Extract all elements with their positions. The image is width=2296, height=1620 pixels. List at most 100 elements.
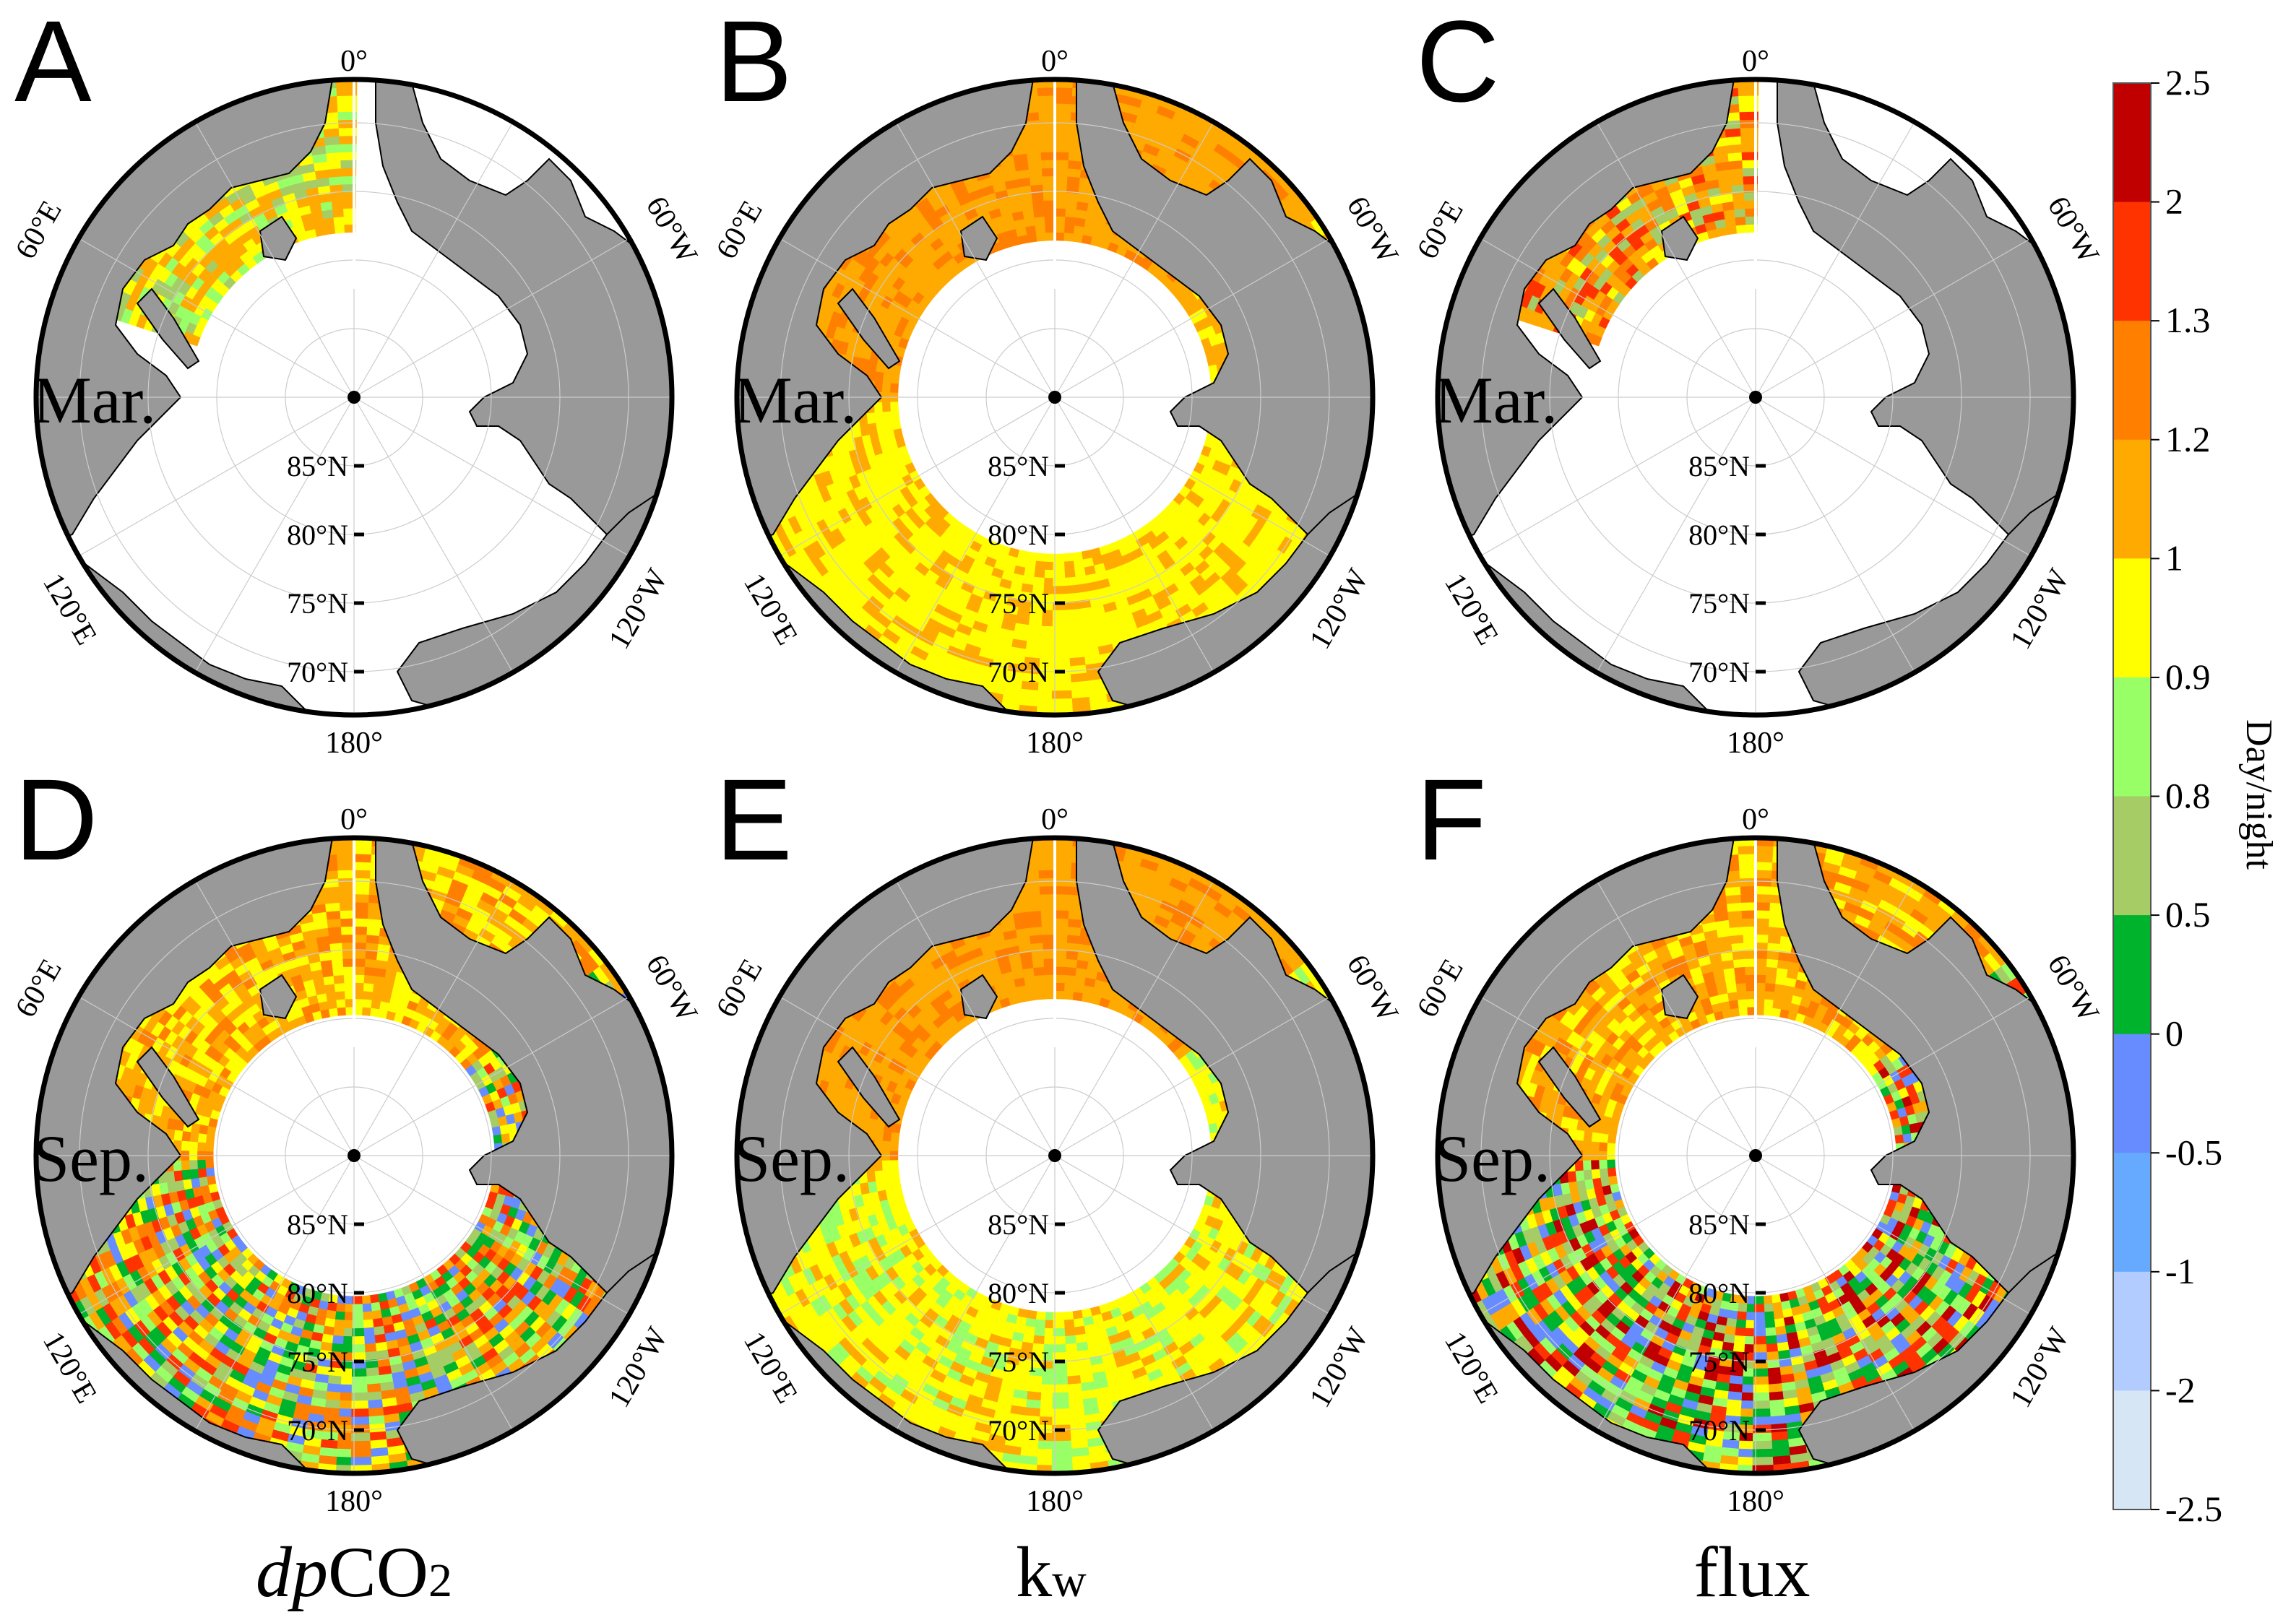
data-cell xyxy=(975,203,991,216)
data-cell xyxy=(1722,201,1736,212)
latitude-label: 80°N xyxy=(988,519,1049,551)
data-cell xyxy=(947,636,967,651)
data-cell xyxy=(867,358,879,372)
data-cell xyxy=(1029,592,1044,602)
data-cell xyxy=(882,371,892,384)
data-cell xyxy=(1055,224,1067,233)
data-cell xyxy=(1732,191,1747,202)
data-cell xyxy=(488,1109,499,1122)
data-cell xyxy=(821,513,838,533)
data-cell xyxy=(1720,193,1735,204)
data-cell xyxy=(1040,135,1058,144)
data-cell xyxy=(1726,144,1745,154)
data-cell xyxy=(815,500,831,520)
data-cell xyxy=(786,532,803,553)
map-frame xyxy=(33,77,675,718)
data-cell xyxy=(829,509,845,529)
data-cell xyxy=(1030,176,1045,186)
data-cell xyxy=(324,225,337,235)
data-cell xyxy=(1084,573,1098,584)
data-cell xyxy=(313,218,327,229)
polar-map-panel-c: 85°N80°N75°N70°N0°180°60°E120°E60°W120°W… xyxy=(1411,0,2105,760)
data-cell xyxy=(1063,576,1076,586)
land-mass xyxy=(259,215,298,261)
data-cell xyxy=(313,160,330,172)
data-cell xyxy=(1008,235,1021,247)
data-cell xyxy=(302,170,319,182)
data-cell xyxy=(996,196,1012,209)
data-cell xyxy=(818,289,833,308)
data-cell xyxy=(824,481,840,500)
data-cell xyxy=(1705,178,1722,190)
data-cell xyxy=(1740,127,1758,137)
data-cell xyxy=(1043,183,1057,193)
data-cell xyxy=(956,657,977,672)
data-cell xyxy=(1013,152,1030,164)
data-cell xyxy=(1017,234,1030,245)
data-cell xyxy=(1742,160,1758,169)
data-cell xyxy=(1184,126,1207,144)
data-cell xyxy=(787,550,806,573)
latitude-label: 80°N xyxy=(1688,519,1750,551)
data-cell xyxy=(891,417,902,430)
data-cell xyxy=(1014,607,1031,618)
data-cell xyxy=(1009,638,1027,649)
data-cell xyxy=(941,651,962,667)
data-cell xyxy=(1081,558,1095,568)
data-cell xyxy=(333,216,346,226)
data-cell xyxy=(861,345,873,360)
data-cell xyxy=(1053,586,1066,595)
data-cell xyxy=(1055,160,1071,169)
data-cell xyxy=(1004,178,1021,190)
data-cell xyxy=(793,528,811,550)
data-cell xyxy=(971,195,988,209)
data-cell xyxy=(339,135,357,144)
land-mass xyxy=(136,287,200,370)
data-cell xyxy=(1002,604,1019,616)
data-cell xyxy=(1067,657,1086,667)
data-cell xyxy=(867,421,878,436)
data-cell xyxy=(295,230,309,243)
data-cell xyxy=(1066,183,1082,194)
latitude-label: 70°N xyxy=(287,656,348,688)
data-cell xyxy=(890,372,900,384)
data-cell xyxy=(884,428,896,441)
data-cell xyxy=(1082,566,1096,576)
data-cell xyxy=(853,434,865,450)
data-cell xyxy=(340,160,357,169)
data-cell xyxy=(1025,225,1038,235)
data-cell xyxy=(1123,95,1146,109)
data-cell xyxy=(1121,103,1143,117)
data-cell xyxy=(1016,696,1038,707)
map-frame xyxy=(734,77,1376,718)
data-cell xyxy=(1041,168,1058,177)
data-cell xyxy=(1053,594,1067,603)
data-cell xyxy=(1015,226,1029,237)
data-cell xyxy=(1053,561,1065,571)
data-cell xyxy=(829,308,842,326)
data-cell xyxy=(1160,610,1180,626)
data-cell xyxy=(1052,633,1069,644)
data-cell xyxy=(1077,615,1095,626)
data-cell xyxy=(331,200,345,210)
data-cell xyxy=(295,196,311,209)
data-cell xyxy=(1529,308,1543,326)
data-cell xyxy=(975,605,993,618)
data-cell xyxy=(311,144,329,156)
data-cell xyxy=(1066,633,1083,643)
data-cell xyxy=(976,647,996,660)
data-cell xyxy=(1027,152,1044,162)
data-cell xyxy=(889,400,899,412)
longitude-label: 0° xyxy=(1041,45,1069,78)
latitude-label: 85°N xyxy=(1688,450,1750,482)
data-cell xyxy=(1069,688,1089,699)
data-cell xyxy=(950,629,970,644)
data-cell xyxy=(1094,636,1113,648)
data-cell xyxy=(1739,111,1758,121)
data-cell xyxy=(1084,218,1098,230)
data-cell xyxy=(321,209,335,220)
data-cell xyxy=(1204,346,1215,359)
data-cell xyxy=(330,191,345,202)
data-cell xyxy=(300,163,318,174)
